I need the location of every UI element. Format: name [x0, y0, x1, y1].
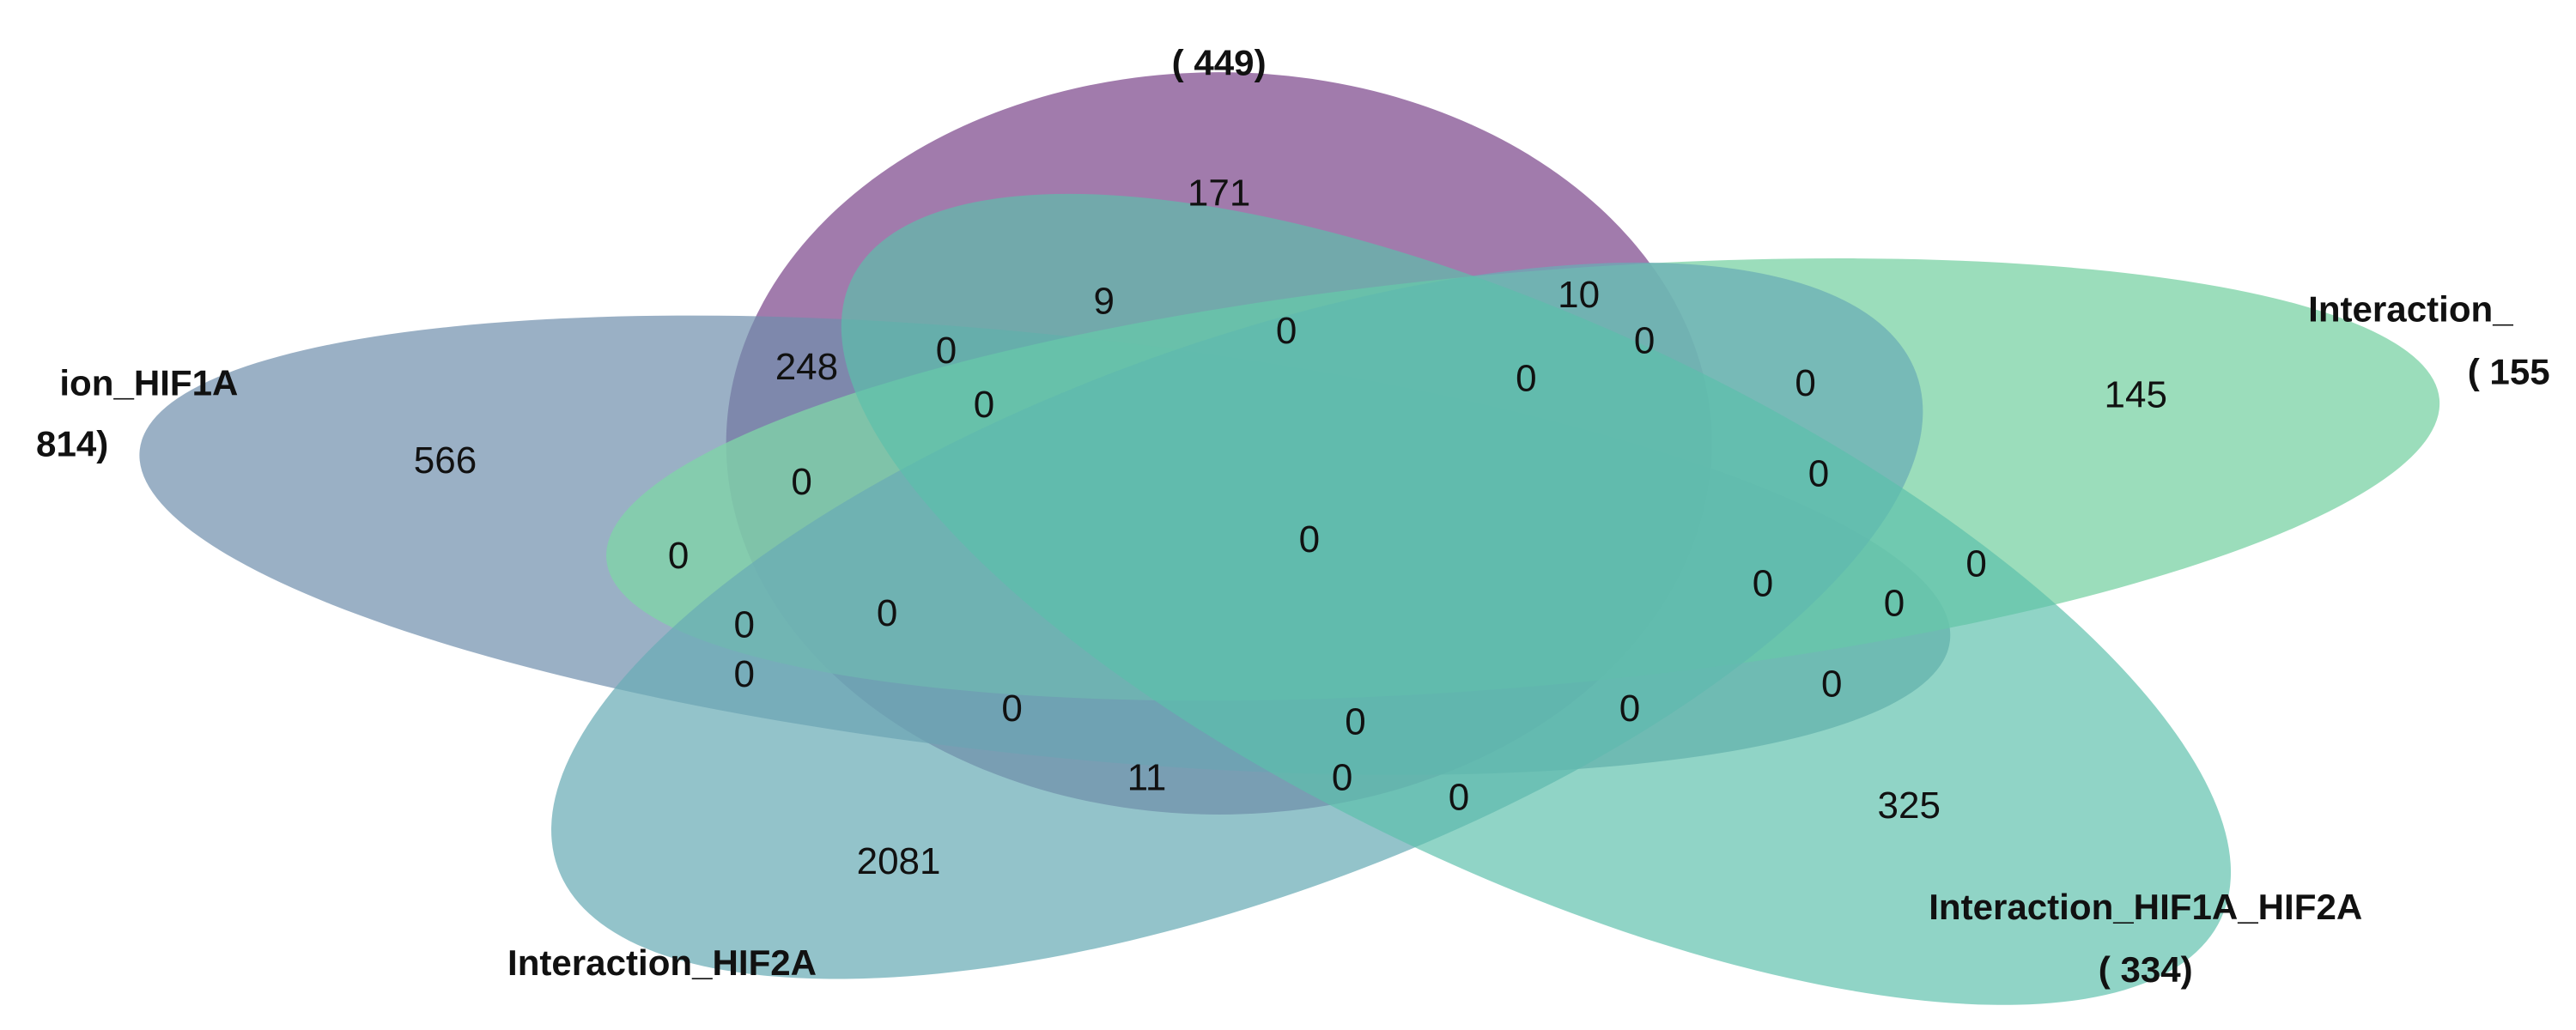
region-count: 2081 [857, 840, 941, 882]
set-label: ion_HIF1A [59, 363, 238, 403]
region-count: 0 [1345, 700, 1365, 742]
region-count: 0 [877, 592, 897, 634]
region-count: 0 [668, 535, 689, 577]
region-count: 0 [1634, 319, 1655, 361]
set-count: 814) [36, 424, 108, 464]
region-count: 566 [414, 439, 477, 482]
region-count: 145 [2105, 374, 2167, 416]
set-label: Interaction_ [2308, 289, 2513, 330]
set-count: ( 155 [2468, 351, 2550, 391]
region-count: 325 [1878, 785, 1941, 827]
region-count: 0 [1299, 518, 1320, 560]
region-count: 0 [1753, 563, 1773, 605]
region-count: 0 [1449, 776, 1469, 818]
set-count: ( 334) [2099, 949, 2193, 990]
set-count: ( 449) [1172, 43, 1267, 83]
region-count: 0 [936, 330, 957, 372]
region-count: 10 [1558, 274, 1600, 316]
ellipses [139, 72, 2440, 1005]
region-count: 0 [1332, 756, 1352, 798]
region-count: 0 [974, 384, 994, 426]
set-ellipse [841, 193, 2232, 1005]
region-count: 248 [775, 346, 838, 388]
region-count: 0 [1619, 688, 1640, 730]
set-label: Interaction_HIF1A_HIF2A [1929, 887, 2362, 927]
region-count: 0 [791, 461, 811, 503]
region-count: 0 [1884, 583, 1905, 625]
region-count: 9 [1093, 281, 1114, 323]
region-count: 0 [1821, 663, 1842, 705]
region-count: 0 [1516, 358, 1536, 400]
region-count: 0 [1001, 688, 1022, 730]
region-count: 0 [733, 603, 754, 645]
set-labels: ( 449) ion_HIF1A 814) Interaction_ ( 155… [36, 43, 2550, 990]
set-label: Interaction_HIF2A [507, 942, 817, 983]
region-count: 0 [1965, 543, 1986, 585]
region-count: 171 [1188, 172, 1250, 214]
region-count: 0 [1276, 310, 1297, 352]
region-count: 0 [1795, 362, 1815, 404]
region-count: 0 [733, 653, 754, 695]
region-count: 0 [1808, 452, 1829, 494]
region-count: 11 [1127, 756, 1167, 798]
